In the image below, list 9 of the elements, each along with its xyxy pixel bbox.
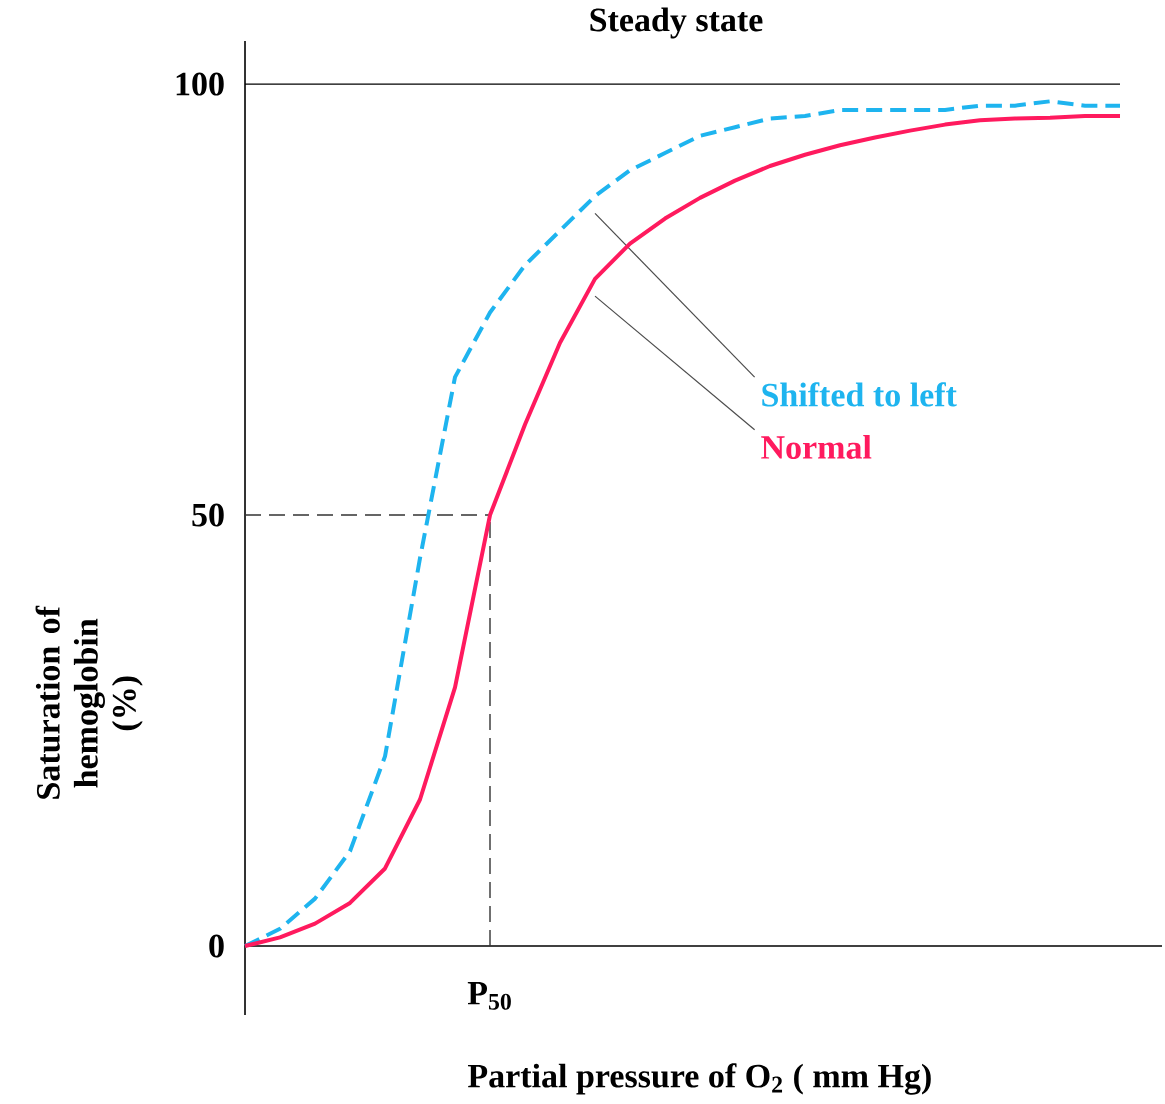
y-tick-label: 50: [192, 503, 224, 527]
chart-title: Steady state: [590, 7, 763, 39]
y-tick-label: 0: [209, 934, 224, 958]
text: Normal: [761, 435, 872, 459]
y-tick-label: 100: [176, 72, 224, 96]
y-axis-title: Saturation of hemoglobin (%): [35, 605, 143, 799]
x-axis-title: Partial pressure of O$_{2}$ ( mm Hg): [467, 1063, 931, 1095]
x-tick-label: P$_{50}$: [467, 982, 511, 1010]
text: Shifted to left: [762, 382, 957, 407]
